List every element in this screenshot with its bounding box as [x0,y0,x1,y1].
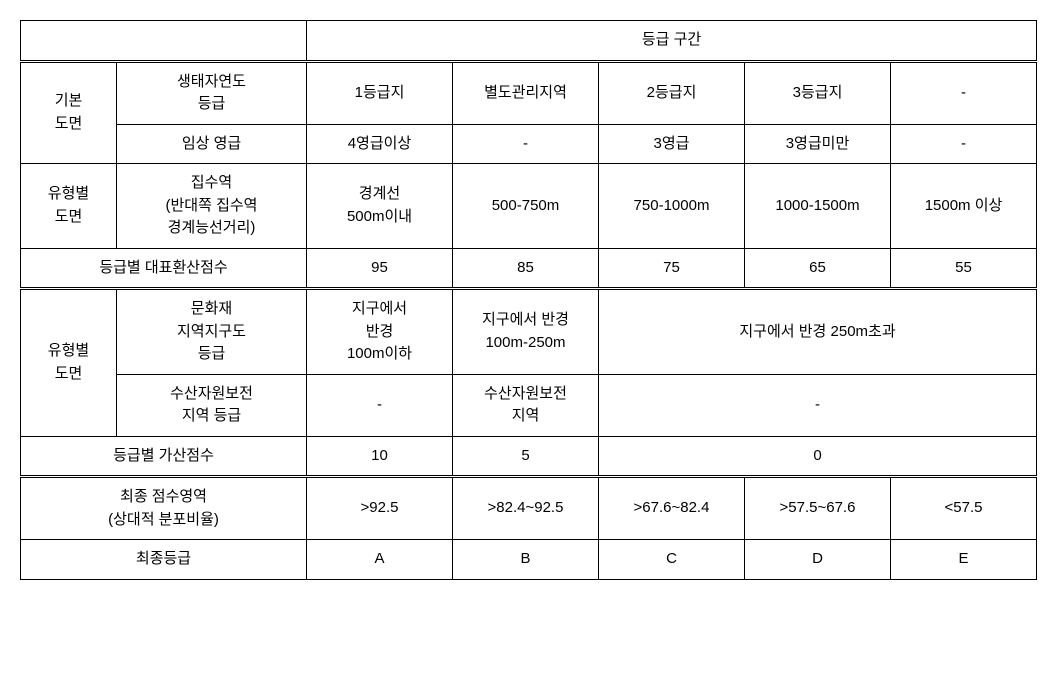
final-grade-c1: A [307,540,453,580]
rep-score-c4: 65 [745,248,891,289]
final-score-c4: >57.5~67.6 [745,477,891,540]
final-score-c5: <57.5 [891,477,1037,540]
header-grade-range: 등급 구간 [307,21,1037,62]
basic-drawing-label: 기본도면 [21,61,117,164]
eco-grade-c5: - [891,61,1037,124]
catchment-c4: 1000-1500m [745,164,891,249]
cultural-label: 문화재지역지구도등급 [117,289,307,375]
basic-eco-row: 기본도면 생태자연도등급 1등급지 별도관리지역 2등급지 3등급지 - [21,61,1037,124]
final-score-c3: >67.6~82.4 [599,477,745,540]
type1-catchment-row: 유형별도면 집수역(반대쪽 집수역경계능선거리) 경계선500m이내 500-7… [21,164,1037,249]
final-score-label: 최종 점수영역(상대적 분포비율) [21,477,307,540]
final-grade-c5: E [891,540,1037,580]
add-score-label: 등급별 가산점수 [21,436,307,477]
basic-forest-row: 임상 영급 4영급이상 - 3영급 3영급미만 - [21,124,1037,164]
add-score-row: 등급별 가산점수 10 5 0 [21,436,1037,477]
add-score-c2: 5 [453,436,599,477]
eco-grade-c1: 1등급지 [307,61,453,124]
forest-age-label: 임상 영급 [117,124,307,164]
final-score-c2: >82.4~92.5 [453,477,599,540]
forest-age-c1: 4영급이상 [307,124,453,164]
fishery-c2: 수산자원보전지역 [453,374,599,436]
type2-fishery-row: 수산자원보전지역 등급 - 수산자원보전지역 - [21,374,1037,436]
final-grade-row: 최종등급 A B C D E [21,540,1037,580]
final-grade-c2: B [453,540,599,580]
eco-grade-c3: 2등급지 [599,61,745,124]
forest-age-c4: 3영급미만 [745,124,891,164]
fishery-c1: - [307,374,453,436]
header-row: 등급 구간 [21,21,1037,62]
header-blank [21,21,307,62]
fishery-merged: - [599,374,1037,436]
catchment-c5: 1500m 이상 [891,164,1037,249]
add-score-merged: 0 [599,436,1037,477]
cultural-c1: 지구에서반경100m이하 [307,289,453,375]
fishery-label: 수산자원보전지역 등급 [117,374,307,436]
rep-score-c5: 55 [891,248,1037,289]
forest-age-c3: 3영급 [599,124,745,164]
final-score-row: 최종 점수영역(상대적 분포비율) >92.5 >82.4~92.5 >67.6… [21,477,1037,540]
eco-grade-c2: 별도관리지역 [453,61,599,124]
catchment-c1: 경계선500m이내 [307,164,453,249]
final-score-c1: >92.5 [307,477,453,540]
eco-grade-label: 생태자연도등급 [117,61,307,124]
final-grade-label: 최종등급 [21,540,307,580]
rep-score-c3: 75 [599,248,745,289]
catchment-c3: 750-1000m [599,164,745,249]
rep-score-c1: 95 [307,248,453,289]
type-drawing-2-label: 유형별도면 [21,289,117,437]
type-drawing-1-label: 유형별도면 [21,164,117,249]
type2-cultural-row: 유형별도면 문화재지역지구도등급 지구에서반경100m이하 지구에서 반경100… [21,289,1037,375]
add-score-c1: 10 [307,436,453,477]
rep-score-label: 등급별 대표환산점수 [21,248,307,289]
forest-age-c2: - [453,124,599,164]
catchment-label: 집수역(반대쪽 집수역경계능선거리) [117,164,307,249]
final-grade-c4: D [745,540,891,580]
eco-grade-c4: 3등급지 [745,61,891,124]
rep-score-c2: 85 [453,248,599,289]
final-grade-c3: C [599,540,745,580]
cultural-merged: 지구에서 반경 250m초과 [599,289,1037,375]
grade-table: 등급 구간 기본도면 생태자연도등급 1등급지 별도관리지역 2등급지 3등급지… [20,20,1037,580]
catchment-c2: 500-750m [453,164,599,249]
forest-age-c5: - [891,124,1037,164]
rep-score-row: 등급별 대표환산점수 95 85 75 65 55 [21,248,1037,289]
cultural-c2: 지구에서 반경100m-250m [453,289,599,375]
